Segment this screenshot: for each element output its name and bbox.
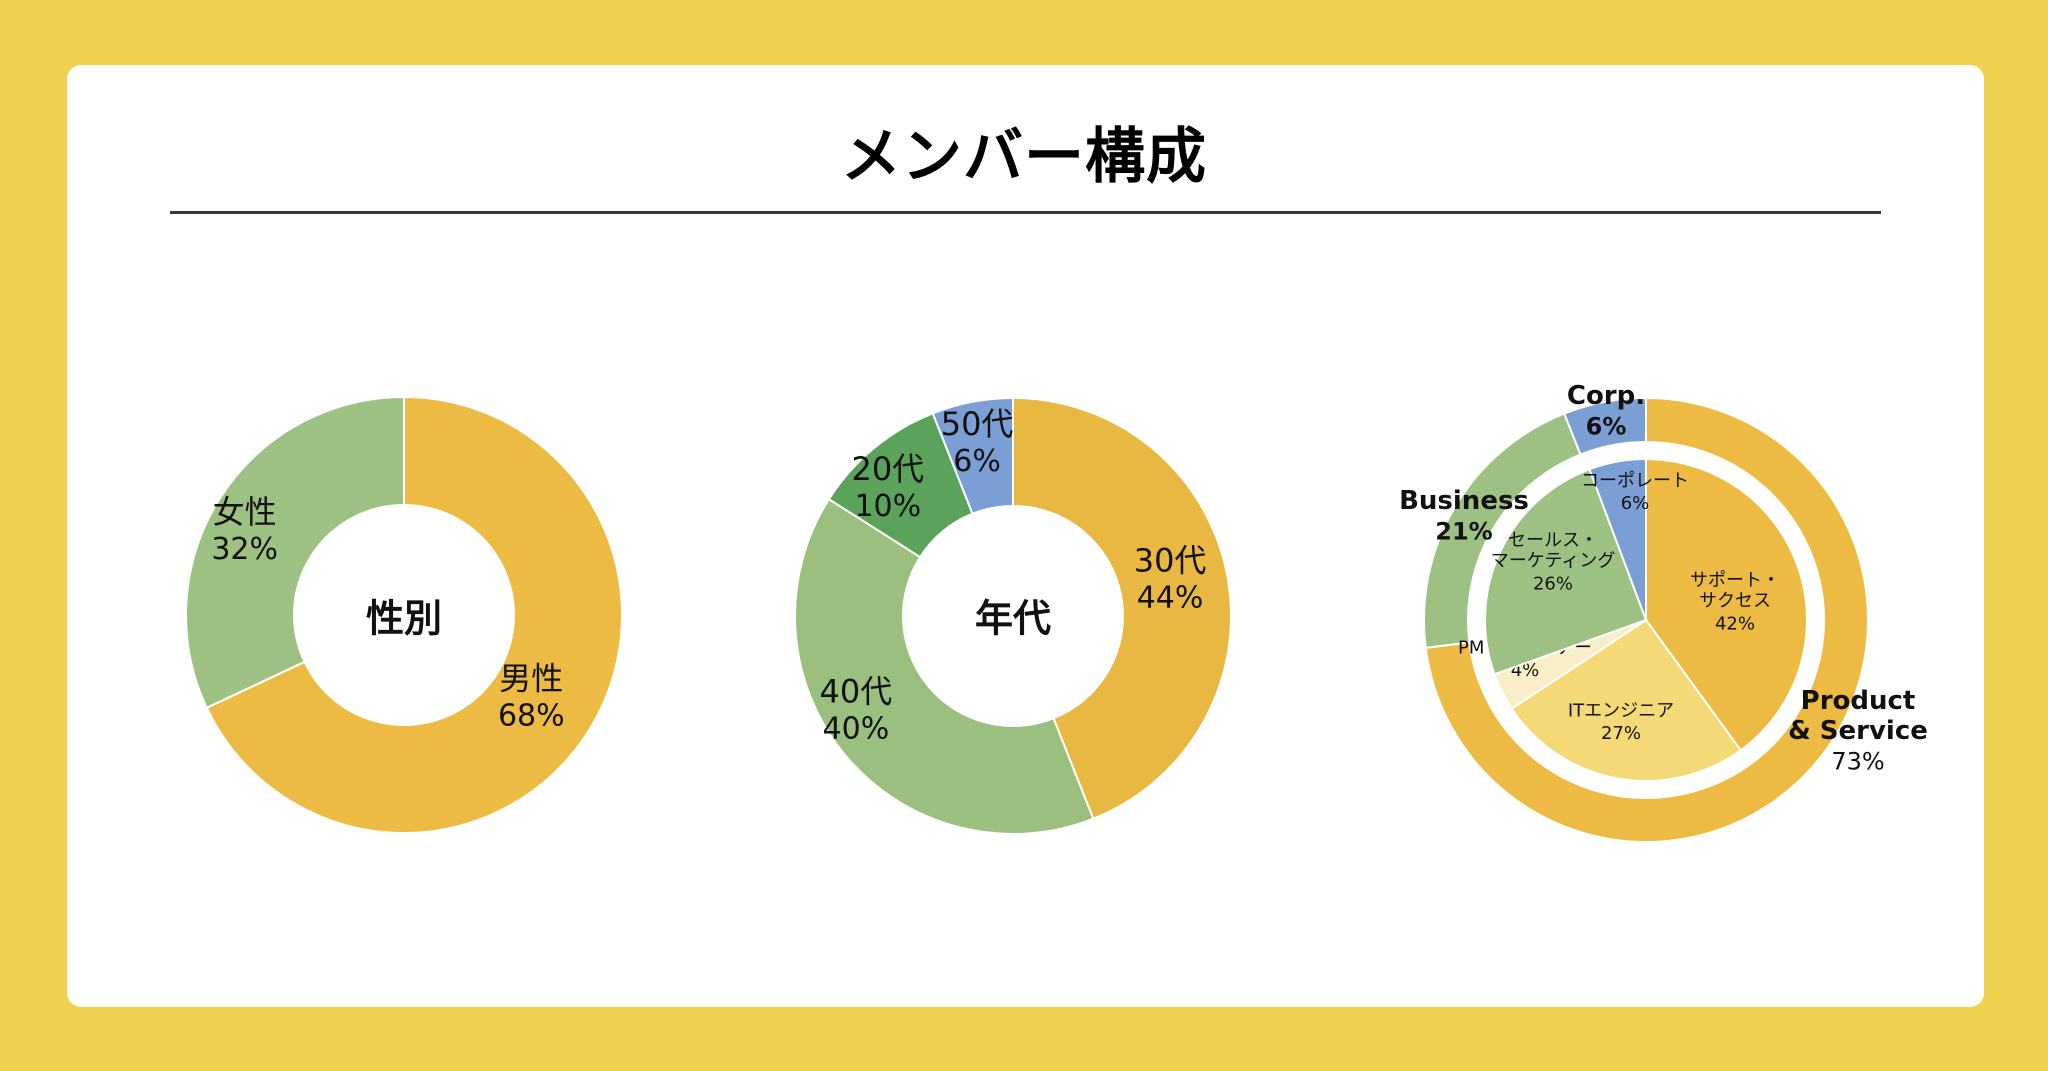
age-slice	[794, 497, 1095, 835]
age-percent: 40%	[823, 711, 890, 746]
team-inner-slice	[1645, 457, 1808, 752]
age-label: 50代	[941, 405, 1014, 443]
age-label: 40代	[819, 672, 892, 710]
gender-percent: 68%	[498, 699, 565, 734]
gender-slice	[185, 395, 405, 710]
title-divider	[170, 211, 1881, 214]
page-title: メンバー構成	[841, 122, 1207, 192]
division-label: Product & Service	[1788, 686, 1928, 746]
division-percent: 73%	[1831, 747, 1884, 775]
division-label: Business	[1399, 486, 1529, 516]
age-percent: 6%	[953, 444, 1001, 479]
gender-center-label: 性別	[366, 596, 442, 640]
team-label: サポート・サクセス	[1690, 570, 1780, 612]
team-inner-slice	[1484, 467, 1648, 676]
age-slice	[1012, 396, 1232, 820]
division-outer-slice	[1424, 396, 1869, 843]
team-label: ITエンジニア	[1568, 700, 1674, 721]
team-label: セールス・マーケティング	[1491, 530, 1616, 572]
age-center-label: 年代	[975, 596, 1051, 640]
gender-slice	[205, 395, 623, 834]
age-label: 20代	[851, 450, 924, 488]
gender-percent: 32%	[211, 532, 278, 567]
team-inner-slice	[1510, 618, 1743, 782]
team-percent: 27%	[1601, 723, 1641, 744]
age-percent: 10%	[854, 489, 921, 524]
division-outer-slice	[1562, 396, 1647, 456]
division-percent: 21%	[1435, 517, 1492, 545]
team-inner-slice	[1588, 457, 1647, 621]
gender-label: 女性	[213, 493, 277, 531]
division-label: Corp.	[1567, 381, 1645, 411]
division-percent: 6%	[1586, 412, 1627, 440]
team-percent: 42%	[1715, 613, 1755, 634]
team-label: コーポレート	[1581, 470, 1689, 491]
team-percent: 26%	[1533, 573, 1573, 594]
age-label: 30代	[1134, 541, 1207, 579]
age-percent: 44%	[1137, 580, 1204, 615]
team-percent: 6%	[1621, 493, 1650, 514]
age-slice	[931, 396, 1014, 516]
gender-label: 男性	[499, 660, 563, 698]
